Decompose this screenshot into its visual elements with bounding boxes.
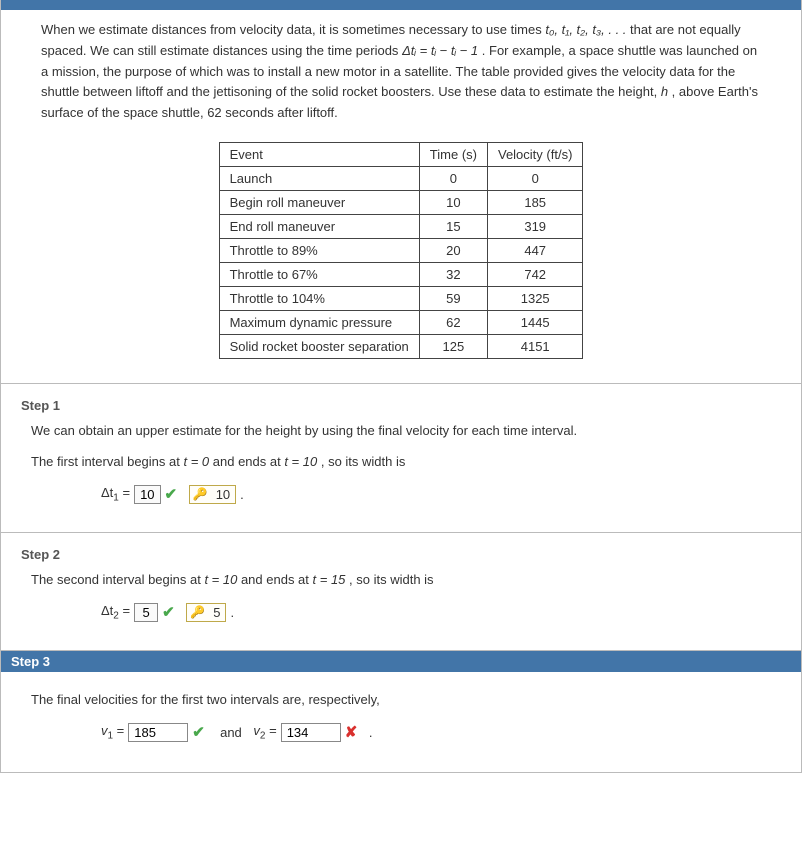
cell-time: 32 <box>419 262 487 286</box>
cell-event: Throttle to 104% <box>219 286 419 310</box>
exercise-container: When we estimate distances from velocity… <box>0 0 802 773</box>
cell-vel: 0 <box>487 166 582 190</box>
cell-time: 20 <box>419 238 487 262</box>
cell-vel: 4151 <box>487 334 582 358</box>
step-2-answer-line: Δt2 = 5 ✔ 🔑 5 . <box>101 603 781 622</box>
cell-time: 0 <box>419 166 487 190</box>
t-equals-0: t = 0 <box>183 454 209 469</box>
cell-vel: 1325 <box>487 286 582 310</box>
delta-expression: Δtᵢ = tᵢ − tᵢ − 1 <box>402 43 478 58</box>
check-icon: ✔ <box>192 723 205 741</box>
v2-label: v2 = <box>253 723 276 742</box>
top-bar <box>1 0 801 10</box>
hint-value-2: 5 <box>208 604 225 621</box>
hint-value-1: 10 <box>211 486 235 503</box>
problem-text-1: When we estimate distances from velocity… <box>41 22 545 37</box>
delta-t2-label: Δt2 = <box>101 603 130 622</box>
table-row: Throttle to 67%32742 <box>219 262 583 286</box>
step-2-label: Step 2 <box>21 547 781 562</box>
cell-time: 125 <box>419 334 487 358</box>
col-time: Time (s) <box>419 142 487 166</box>
key-icon: 🔑 <box>190 487 211 501</box>
delta-t1-label: Δt1 = <box>101 485 130 504</box>
time-variables: t₀, t₁, t₂, t₃, . . . <box>545 22 626 37</box>
cell-event: Begin roll maneuver <box>219 190 419 214</box>
cell-event: End roll maneuver <box>219 214 419 238</box>
delta-t2-value[interactable]: 5 <box>134 603 158 622</box>
col-velocity: Velocity (ft/s) <box>487 142 582 166</box>
t-equals-10: t = 10 <box>284 454 317 469</box>
cell-time: 62 <box>419 310 487 334</box>
t-equals-10: t = 10 <box>204 572 237 587</box>
step-3-intro: The final velocities for the first two i… <box>31 692 781 707</box>
cell-time: 10 <box>419 190 487 214</box>
table-row: Throttle to 89%20447 <box>219 238 583 262</box>
table-header-row: Event Time (s) Velocity (ft/s) <box>219 142 583 166</box>
col-event: Event <box>219 142 419 166</box>
cell-vel: 319 <box>487 214 582 238</box>
table-row: Solid rocket booster separation1254151 <box>219 334 583 358</box>
cell-event: Maximum dynamic pressure <box>219 310 419 334</box>
t-equals-15: t = 15 <box>313 572 346 587</box>
cell-event: Throttle to 89% <box>219 238 419 262</box>
key-icon: 🔑 <box>187 605 208 619</box>
step-1-label: Step 1 <box>21 398 781 413</box>
period: . <box>240 487 244 502</box>
hint-box-1[interactable]: 🔑 10 <box>189 485 236 504</box>
hint-box-2[interactable]: 🔑 5 <box>186 603 226 622</box>
cell-vel: 1445 <box>487 310 582 334</box>
velocity-table: Event Time (s) Velocity (ft/s) Launch00 … <box>219 142 584 359</box>
problem-statement: When we estimate distances from velocity… <box>1 10 801 142</box>
v1-label: v1 = <box>101 723 124 742</box>
table-row: Launch00 <box>219 166 583 190</box>
step-1-section: Step 1 We can obtain an upper estimate f… <box>1 383 801 532</box>
check-icon: ✔ <box>162 603 175 621</box>
cell-time: 15 <box>419 214 487 238</box>
step-3-answer-line: v1 = ✔ and v2 = ✘ . <box>101 723 781 742</box>
cell-time: 59 <box>419 286 487 310</box>
step-2-interval-line: The second interval begins at t = 10 and… <box>31 572 781 587</box>
step-1-interval-line: The first interval begins at t = 0 and e… <box>31 454 781 469</box>
period: . <box>369 725 373 740</box>
step-2-section: Step 2 The second interval begins at t =… <box>1 532 801 650</box>
table-row: Begin roll maneuver10185 <box>219 190 583 214</box>
step-1-answer-line: Δt1 = 10 ✔ 🔑 10 . <box>101 485 781 504</box>
cell-event: Throttle to 67% <box>219 262 419 286</box>
check-icon: ✔ <box>165 485 178 503</box>
h-variable: h <box>661 84 668 99</box>
cell-vel: 447 <box>487 238 582 262</box>
table-row: End roll maneuver15319 <box>219 214 583 238</box>
v2-input[interactable] <box>281 723 341 742</box>
v1-input[interactable] <box>128 723 188 742</box>
and-text: and <box>220 725 242 740</box>
cross-icon: ✘ <box>345 723 358 741</box>
table-row: Throttle to 104%591325 <box>219 286 583 310</box>
step-3-header: Step 3 <box>1 650 801 672</box>
cell-event: Solid rocket booster separation <box>219 334 419 358</box>
step-1-intro: We can obtain an upper estimate for the … <box>31 423 781 438</box>
table-row: Maximum dynamic pressure621445 <box>219 310 583 334</box>
period: . <box>230 605 234 620</box>
cell-vel: 742 <box>487 262 582 286</box>
step-3-section: The final velocities for the first two i… <box>1 672 801 772</box>
cell-vel: 185 <box>487 190 582 214</box>
delta-t1-value[interactable]: 10 <box>134 485 160 504</box>
cell-event: Launch <box>219 166 419 190</box>
